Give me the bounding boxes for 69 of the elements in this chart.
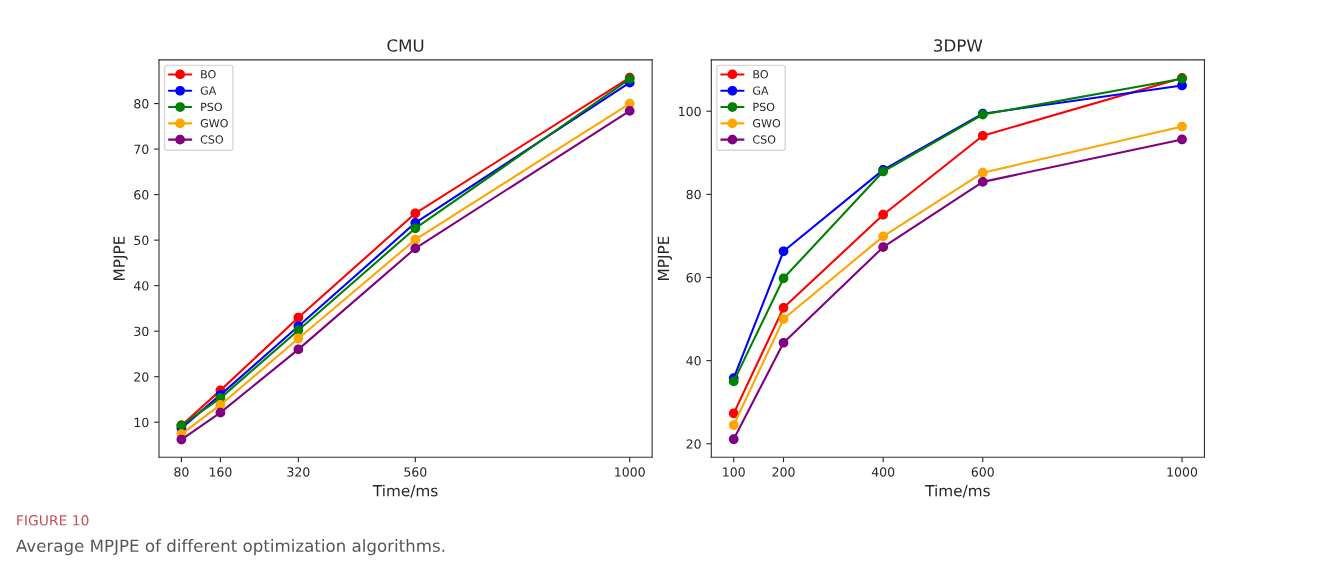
point [977,167,988,178]
point [878,209,889,220]
y-axis-title: MPJPE [113,236,128,280]
x-tick-label: 100 [723,467,745,477]
y-tick-label: 30 [134,326,149,337]
point [293,344,304,355]
legend-label: GA [753,86,769,95]
point [778,302,789,313]
point [1177,121,1187,132]
point [778,337,789,348]
point [728,420,739,430]
chart-title: 3DPW [934,39,983,52]
y-tick-label: 40 [133,281,149,291]
y-tick-label: 100 [679,106,701,117]
x-tick-label: 1000 [1167,467,1198,477]
y-tick-label: 60 [134,190,149,200]
y-tick-label: 60 [686,272,701,283]
point [215,407,226,418]
x-tick-label: 80 [174,467,189,477]
point [1177,134,1187,145]
legend-label: CSO [200,135,224,144]
point [878,231,889,242]
legend-label: PSO [753,102,775,112]
legend-label: GWO [200,119,228,128]
y-tick-label: 40 [686,356,701,366]
x-tick-label: 200 [772,467,795,477]
x-tick-label: 600 [971,467,994,477]
point [410,208,421,219]
y-axis-title: MPJPE [657,236,673,280]
y-tick-label: 20 [134,372,149,382]
point [293,333,304,344]
point [410,243,421,254]
y-tick-label: 70 [134,144,149,155]
y-tick-label: 20 [686,439,701,449]
caption: FIGURE 10 [17,515,89,526]
legend-label: CSO [753,135,776,144]
point [728,408,739,419]
point [778,273,789,284]
x-tick-label: 320 [287,467,310,477]
point [410,234,421,245]
legend-label: GA [200,86,217,95]
point [977,130,988,141]
point [293,325,304,336]
x-axis-title: Time/ms [372,484,438,498]
point [176,434,187,445]
x-tick-label: 160 [209,467,232,477]
point [293,312,304,323]
y-tick-label: 50 [134,235,149,246]
legend-label: BO [753,70,768,79]
legend-label: GWO [753,119,781,128]
text: Average MPJPE of different optimization algorithms. [16,539,445,556]
x-axis-title: Time/ms [925,484,990,498]
x-tick-label: 400 [871,467,895,477]
point [410,223,421,234]
point [728,376,739,387]
y-tick-label: 80 [686,189,701,200]
point [878,242,889,252]
point [728,434,739,445]
y-tick-label: 10 [134,417,149,428]
legend-label: PSO [201,102,222,112]
chart-title: CMU [387,39,424,52]
legend-label: BO [201,70,216,79]
x-tick-label: 1000 [615,467,645,477]
point [778,314,789,324]
point [977,177,988,187]
x-tick-label: 560 [404,467,427,477]
y-tick-label: 80 [134,99,149,109]
point [624,106,635,116]
point [778,246,789,257]
